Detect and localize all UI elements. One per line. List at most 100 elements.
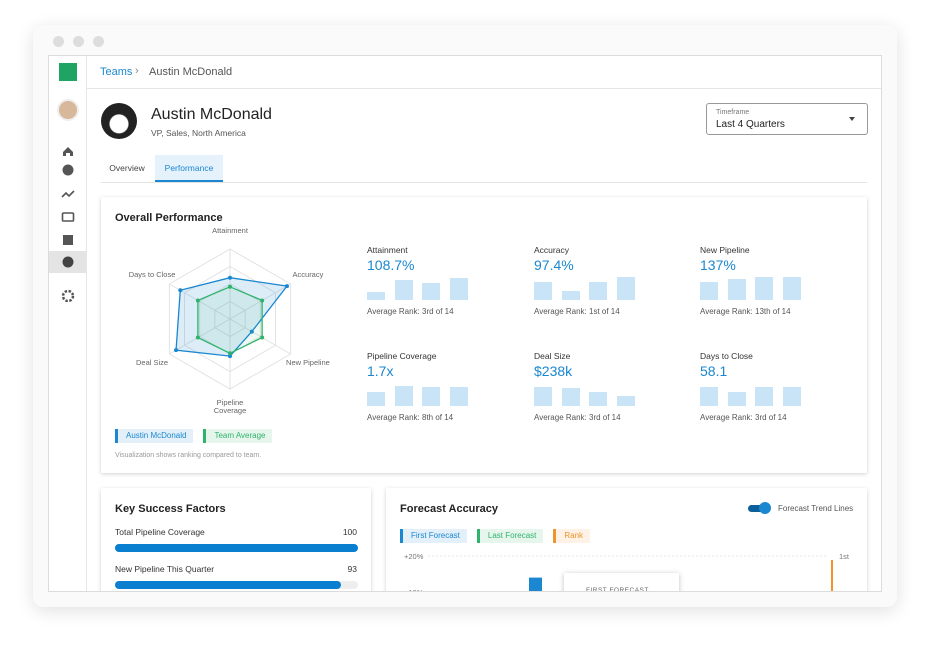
- metric-label: Pipeline Coverage: [367, 351, 437, 361]
- breadcrumb-current: Austin McDonald: [149, 66, 233, 78]
- mini-bar: [727, 279, 746, 300]
- window-dot: [93, 36, 104, 47]
- mini-bar: [616, 396, 635, 406]
- app: Teams › Austin McDonald Austin McDonald …: [48, 55, 882, 592]
- key-success-factors-card: Key Success Factors Total Pipeline Cover…: [101, 488, 371, 591]
- window-dot: [73, 36, 84, 47]
- mini-bar: [422, 386, 440, 406]
- factor-label: Total Pipeline Coverage: [115, 527, 205, 537]
- mini-bar: [616, 277, 635, 300]
- tabs-divider: [101, 182, 867, 183]
- radar-axis: [169, 318, 231, 355]
- dropdown-arrow: [849, 117, 855, 124]
- card-title: Overall Performance: [115, 212, 223, 224]
- mini-bar: [449, 277, 468, 300]
- profile-title: VP, Sales, North America: [151, 128, 246, 138]
- mini-bar: [394, 279, 413, 300]
- mini-bar: [394, 385, 413, 406]
- radar-point: [228, 284, 232, 289]
- toggle-track[interactable]: [748, 505, 768, 512]
- logo[interactable]: [59, 63, 77, 81]
- nav-settings[interactable]: [61, 289, 75, 303]
- y-tick-label: +20%: [404, 552, 424, 561]
- user-avatar[interactable]: [57, 99, 79, 121]
- factor-value: 93: [347, 564, 357, 574]
- breadcrumb-separator: ›: [135, 65, 139, 77]
- timeframe-select[interactable]: Timeframe Last 4 Quarters: [706, 103, 868, 135]
- radar-axis-label: Attainment: [212, 226, 248, 235]
- radar-axis-label: New Pipeline: [286, 358, 330, 367]
- nav-reports[interactable]: [63, 235, 73, 245]
- breadcrumb-link[interactable]: Teams: [100, 66, 133, 78]
- bar: [529, 577, 542, 591]
- radar-axis-label: Deal Size: [135, 358, 169, 367]
- radar-axis: [229, 283, 291, 320]
- metric-rank: Average Rank: 3rd of 14: [367, 307, 454, 316]
- radar-point: [228, 351, 232, 356]
- card-title: Key Success Factors: [115, 503, 226, 515]
- overall-performance-card: Overall Performance Austin McDonald Team …: [101, 197, 867, 473]
- metric-value: 97.4%: [534, 257, 574, 273]
- radar-axis-label: Pipeline Coverage: [213, 398, 247, 415]
- mini-bar: [589, 282, 607, 300]
- mini-bar: [700, 386, 718, 406]
- metric-value: 58.1: [700, 363, 728, 379]
- forecast-accuracy-card: Forecast Accuracy Forecast Trend Lines F…: [386, 488, 867, 591]
- rank-label: 1st: [839, 552, 850, 561]
- radar-point: [178, 288, 183, 293]
- radar-axis: [229, 318, 291, 355]
- radar-point: [260, 335, 265, 340]
- nav-trends[interactable]: [61, 190, 75, 198]
- radar-chart: [168, 248, 292, 390]
- timeframe-value: Last 4 Quarters: [716, 119, 785, 130]
- note: Visualization shows ranking compared to …: [115, 452, 262, 459]
- metric-label: New Pipeline: [700, 245, 750, 255]
- metric-rank: Average Rank: 8th of 14: [367, 413, 454, 422]
- legend-chip: Last Forecast: [476, 529, 544, 543]
- tooltip: FIRST FORECAST: [564, 573, 679, 591]
- radar-point: [195, 335, 200, 340]
- metric-rank: Average Rank: 1st of 14: [534, 307, 620, 316]
- tab[interactable]: Overview: [109, 163, 145, 173]
- sidebar: [49, 56, 87, 591]
- mini-bar: [449, 386, 468, 406]
- metric-label: Days to Close: [700, 351, 753, 361]
- metric-rank: Average Rank: 13th of 14: [700, 307, 791, 316]
- mini-bar: [700, 282, 718, 300]
- nav-icons: [49, 147, 86, 303]
- tab-active[interactable]: Performance: [155, 155, 223, 182]
- toggle-knob[interactable]: [759, 502, 771, 514]
- forecast-legend: First Forecast Last Forecast Rank: [400, 529, 591, 543]
- metric-label: Deal Size: [534, 351, 571, 361]
- mini-bar: [782, 277, 801, 300]
- forecast-chart: +20% +10% 1st: [404, 552, 850, 591]
- profile-name: Austin McDonald: [151, 106, 272, 123]
- legend-chip: First Forecast: [400, 529, 467, 543]
- metric-value: 137%: [700, 257, 736, 273]
- radar-point: [174, 348, 179, 353]
- mini-bar: [561, 388, 580, 406]
- radar-point: [195, 298, 200, 303]
- legend-chip: Team Average: [203, 429, 273, 443]
- timeframe-label: Timeframe: [716, 109, 750, 116]
- card-title: Forecast Accuracy: [400, 503, 499, 515]
- mini-bar: [367, 291, 385, 300]
- nav-revenue[interactable]: [62, 164, 74, 176]
- mini-bar: [755, 277, 773, 300]
- metric-value: 1.7x: [367, 363, 394, 379]
- radar-legend: Austin McDonald Team Average: [115, 429, 273, 443]
- mini-bar: [782, 386, 801, 406]
- mini-bar: [367, 391, 385, 406]
- radar-point: [249, 329, 254, 334]
- nav-home[interactable]: [63, 147, 73, 156]
- metric-rank: Average Rank: 3rd of 14: [700, 413, 787, 422]
- metric-value: $238k: [534, 363, 573, 379]
- legend-chip: Rank: [553, 529, 591, 543]
- profile-avatar: [101, 103, 137, 139]
- factor-value: 100: [342, 527, 357, 537]
- window-dot: [53, 36, 64, 47]
- nav-teams[interactable]: [62, 256, 74, 268]
- nav-briefcase[interactable]: [61, 212, 75, 222]
- toggle-label: Forecast Trend Lines: [778, 504, 854, 513]
